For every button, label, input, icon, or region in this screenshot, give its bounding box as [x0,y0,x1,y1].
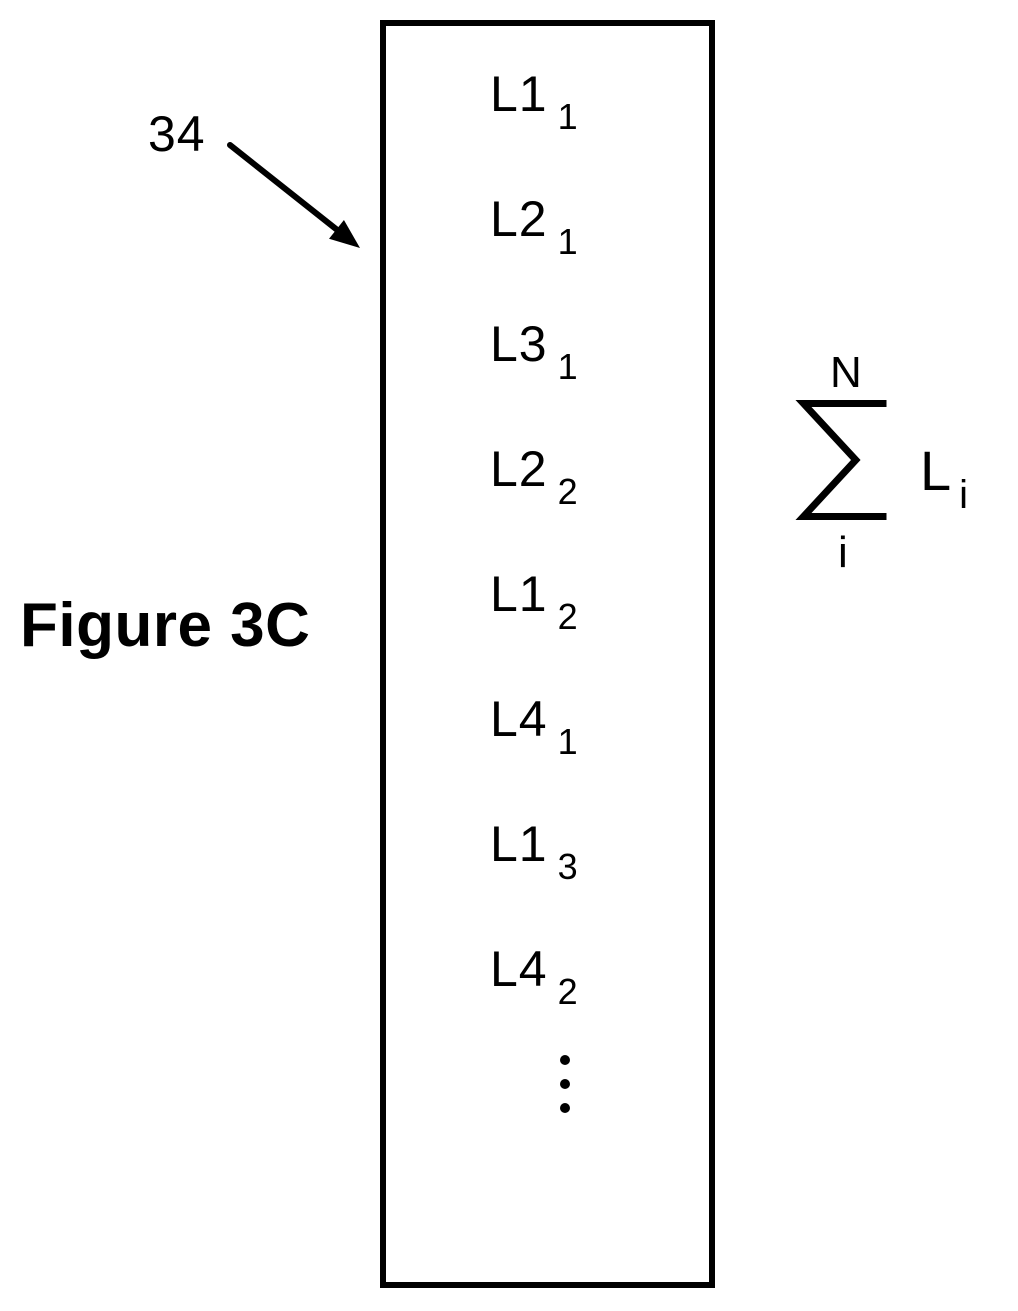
list-item-base: L2 [490,440,548,498]
summation-upper-limit: N [830,348,862,398]
list-item: L13 [490,815,579,873]
list-item: L11 [490,65,579,123]
list-item: L21 [490,190,579,248]
list-item-sub: 2 [558,596,579,638]
list-item-sub: 1 [558,221,579,263]
list-item-sub: 3 [558,846,579,888]
summation-term-base: L [920,439,951,502]
list-item: L12 [490,565,579,623]
summation-lower-limit: i [838,528,848,578]
sigma-symbol [800,400,890,520]
list-item-base: L1 [490,565,548,623]
summation-term: Li [920,438,968,503]
list-item: L22 [490,440,579,498]
list-item-sub: 1 [558,346,579,388]
list-item-base: L3 [490,315,548,373]
list-item: L42 [490,940,579,998]
list-item-base: L4 [490,940,548,998]
list-item-sub: 2 [558,471,579,513]
list-item-base: L4 [490,690,548,748]
list-item: L41 [490,690,579,748]
list-item: L31 [490,315,579,373]
list-item-sub: 2 [558,971,579,1013]
list-item-base: L1 [490,65,548,123]
summation-term-sub: i [959,473,968,517]
list-item-sub: 1 [558,96,579,138]
list-item-base: L1 [490,815,548,873]
list-item-base: L2 [490,190,548,248]
vertical-ellipsis [560,1055,570,1113]
list-item-sub: 1 [558,721,579,763]
